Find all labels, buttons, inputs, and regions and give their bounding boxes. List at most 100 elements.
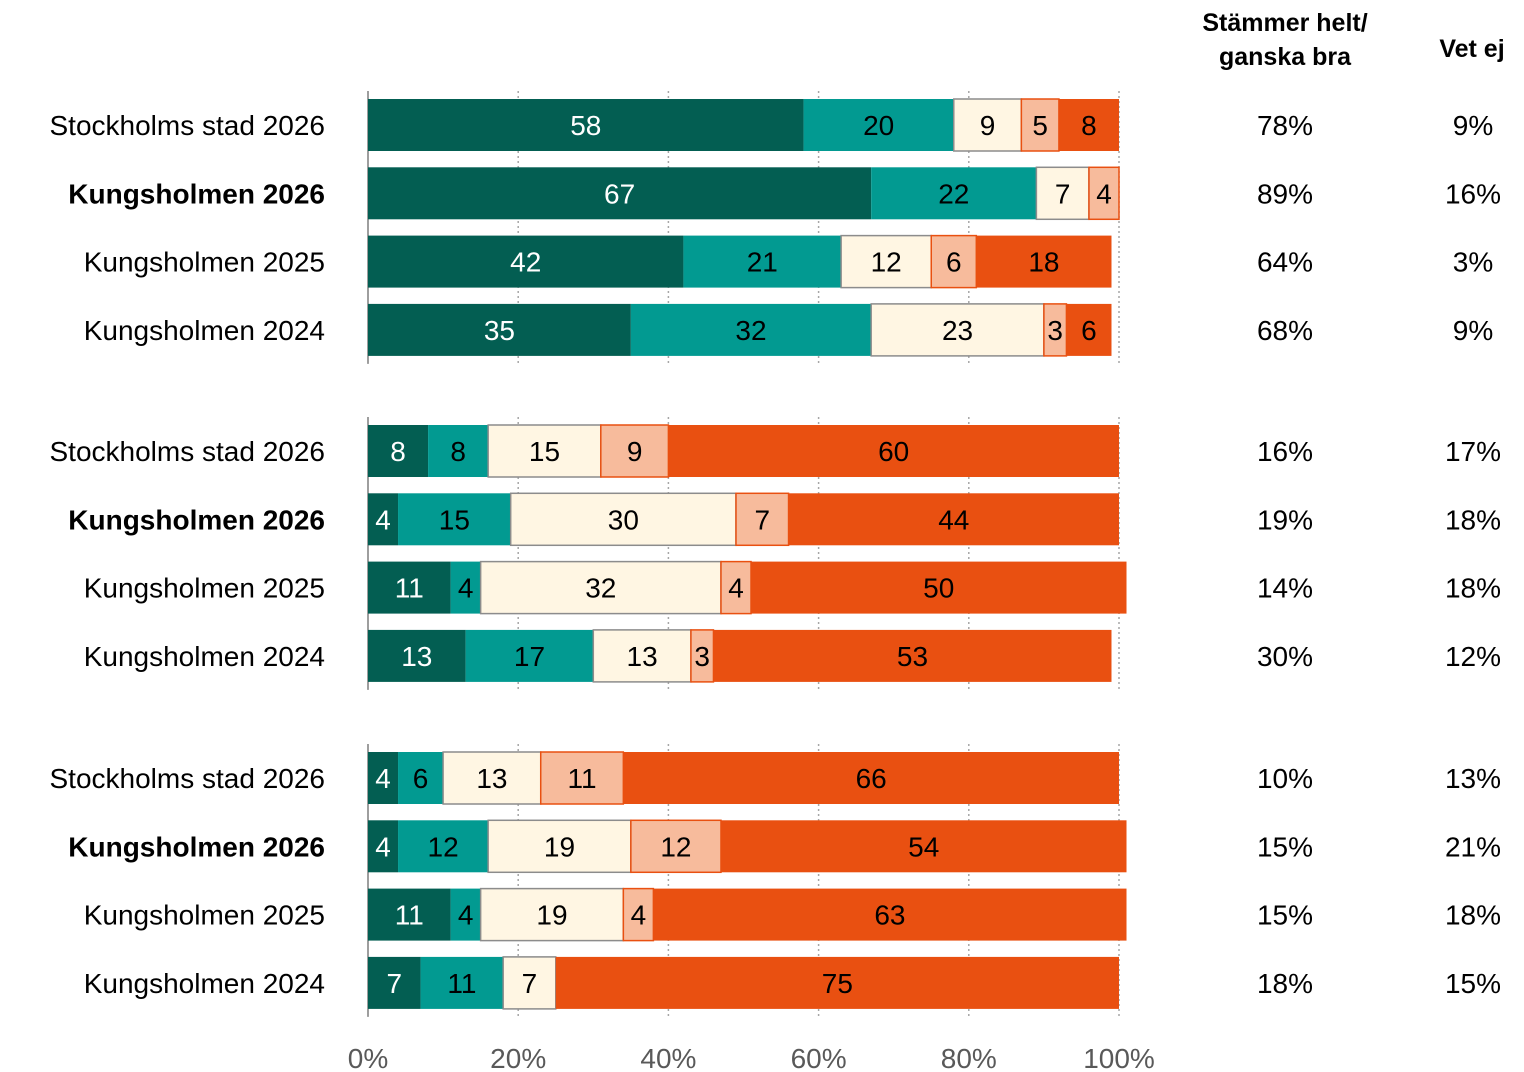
bar-segment bbox=[668, 425, 1119, 477]
bar-segment bbox=[788, 493, 1119, 546]
data-label: 4 bbox=[375, 504, 391, 535]
data-label: 6 bbox=[946, 247, 962, 278]
data-label: 11 bbox=[395, 900, 424, 931]
dontknow-value: 13% bbox=[1445, 763, 1501, 794]
agree-value: 68% bbox=[1257, 315, 1313, 346]
bar-segment bbox=[450, 561, 481, 614]
agree-value: 18% bbox=[1257, 968, 1313, 999]
data-label: 9 bbox=[627, 436, 643, 467]
bar-segment bbox=[539, 751, 625, 805]
bar-segment bbox=[683, 235, 842, 288]
row-label: Stockholms stad 2026 bbox=[50, 436, 326, 467]
bar-segment bbox=[622, 887, 655, 942]
row-label: Stockholms stad 2026 bbox=[50, 110, 326, 141]
data-label: 15 bbox=[439, 504, 470, 535]
bar-segment bbox=[653, 888, 1127, 941]
bar-segment bbox=[1020, 98, 1060, 152]
bar-segment bbox=[368, 561, 451, 614]
row-label: Kungsholmen 2026 bbox=[68, 831, 325, 862]
agree-value: 78% bbox=[1257, 110, 1313, 141]
dontknow-value: 16% bbox=[1445, 178, 1501, 209]
data-label: 4 bbox=[375, 763, 391, 794]
bar-segment bbox=[368, 167, 872, 220]
agree-value: 15% bbox=[1257, 831, 1313, 862]
data-label: 19 bbox=[536, 900, 567, 931]
bar-segment bbox=[870, 303, 1045, 357]
dontknow-value: 18% bbox=[1445, 504, 1501, 535]
data-label: 20 bbox=[863, 110, 894, 141]
data-label: 53 bbox=[897, 641, 928, 672]
bar-segment bbox=[487, 819, 632, 874]
bar-segment bbox=[713, 629, 1112, 682]
bar-segment bbox=[976, 235, 1112, 288]
bar-segment bbox=[398, 820, 489, 873]
data-label: 22 bbox=[938, 178, 969, 209]
data-label: 6 bbox=[1081, 315, 1097, 346]
data-label: 54 bbox=[908, 831, 939, 862]
data-label: 21 bbox=[747, 247, 778, 278]
agree-value: 64% bbox=[1257, 247, 1313, 278]
bar-segment bbox=[398, 493, 511, 546]
data-label: 8 bbox=[450, 436, 466, 467]
agree-header-line2: ganska bra bbox=[1218, 43, 1351, 71]
x-tick-label: 40% bbox=[640, 1043, 696, 1072]
data-label: 35 bbox=[484, 315, 515, 346]
data-label: 11 bbox=[447, 968, 476, 999]
data-label: 11 bbox=[567, 763, 596, 794]
bar-segment bbox=[368, 888, 451, 941]
data-label: 4 bbox=[728, 573, 744, 604]
data-label: 50 bbox=[923, 573, 954, 604]
data-label: 63 bbox=[874, 900, 905, 931]
bar-segment bbox=[442, 751, 542, 805]
dontknow-value: 18% bbox=[1445, 900, 1501, 931]
agree-value: 89% bbox=[1257, 178, 1313, 209]
bar-segment bbox=[871, 167, 1037, 220]
row-label: Kungsholmen 2026 bbox=[68, 504, 325, 535]
data-label: 11 bbox=[395, 573, 424, 604]
bar-segment bbox=[368, 235, 684, 288]
data-label: 4 bbox=[458, 900, 474, 931]
bar-segment bbox=[368, 629, 466, 682]
data-label: 32 bbox=[735, 315, 766, 346]
data-label: 13 bbox=[627, 641, 658, 672]
bar-segment bbox=[368, 820, 399, 873]
bar-segment bbox=[1088, 166, 1120, 221]
data-label: 7 bbox=[754, 504, 770, 535]
bar-segment bbox=[630, 819, 722, 874]
x-tick-label: 20% bbox=[490, 1043, 546, 1072]
data-label: 8 bbox=[1081, 110, 1097, 141]
dontknow-value: 3% bbox=[1453, 247, 1493, 278]
bar-segment bbox=[487, 424, 602, 478]
agree-header-line1: Stämmer helt/ bbox=[1202, 9, 1368, 37]
agree-value: 15% bbox=[1257, 900, 1313, 931]
row-label: Kungsholmen 2024 bbox=[84, 641, 325, 672]
data-label: 67 bbox=[604, 178, 635, 209]
dontknow-value: 9% bbox=[1453, 315, 1493, 346]
agree-column-header: Stämmer helt/ ganska bra bbox=[1150, 6, 1420, 74]
data-label: 3 bbox=[694, 641, 710, 672]
data-label: 4 bbox=[375, 831, 391, 862]
data-label: 23 bbox=[942, 315, 973, 346]
dontknow-value: 18% bbox=[1445, 573, 1501, 604]
dontknow-value: 21% bbox=[1445, 831, 1501, 862]
data-label: 7 bbox=[386, 968, 402, 999]
data-label: 7 bbox=[522, 968, 538, 999]
data-label: 4 bbox=[1096, 178, 1112, 209]
row-label: Kungsholmen 2024 bbox=[84, 315, 325, 346]
bar-segment bbox=[465, 629, 594, 682]
dontknow-value: 17% bbox=[1445, 436, 1501, 467]
x-tick-label: 60% bbox=[791, 1043, 847, 1072]
data-label: 9 bbox=[980, 110, 996, 141]
data-label: 75 bbox=[822, 968, 853, 999]
bar-segment bbox=[1058, 99, 1119, 151]
bar-segment bbox=[803, 99, 954, 151]
data-label: 60 bbox=[878, 436, 909, 467]
row-label: Kungsholmen 2025 bbox=[84, 247, 325, 278]
row-label: Kungsholmen 2026 bbox=[68, 178, 325, 209]
bar-segment bbox=[428, 425, 489, 477]
bar-segment bbox=[368, 425, 429, 477]
bar-segment bbox=[502, 956, 557, 1010]
data-label: 44 bbox=[938, 504, 969, 535]
data-label: 4 bbox=[631, 900, 647, 931]
